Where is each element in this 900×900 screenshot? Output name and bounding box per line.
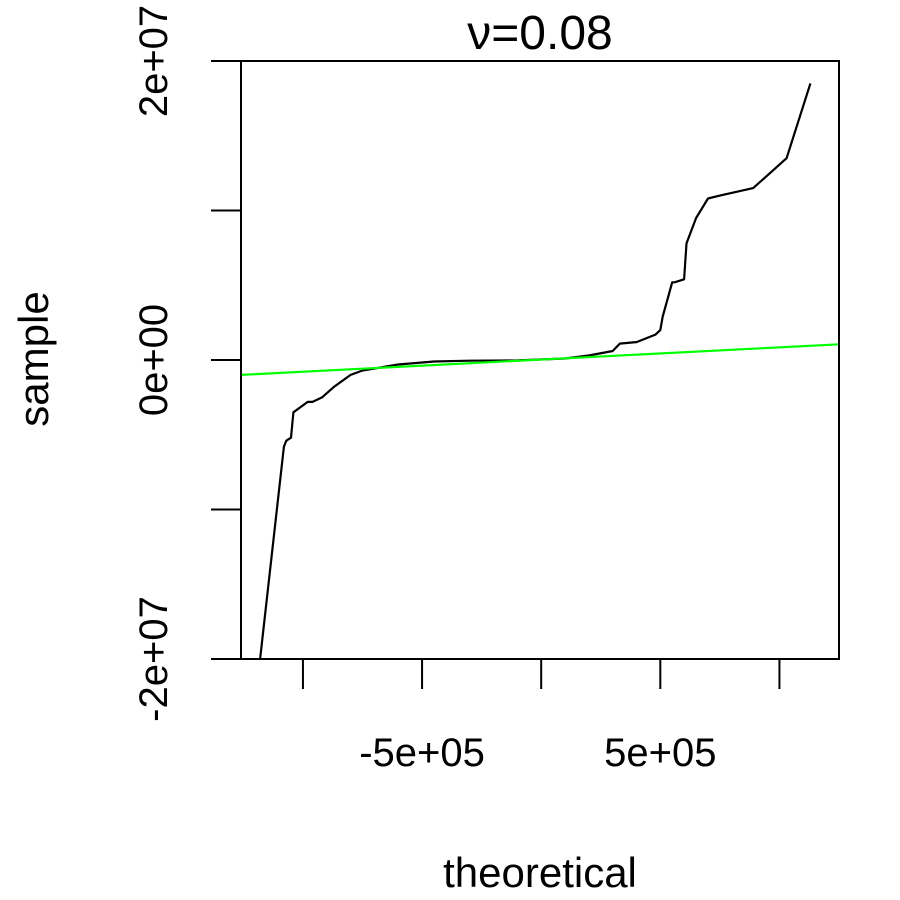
x-tick-label: 5e+05 [604, 731, 716, 775]
y-axis: -2e+07 0e+00 2e+07 [132, 5, 241, 722]
x-tick-label: -5e+05 [359, 731, 485, 775]
sample-quantile-line [259, 83, 812, 659]
reference-line [241, 343, 839, 376]
y-tick-label: -2e+07 [132, 596, 176, 722]
x-axis: -5e+05 5e+05 [301, 659, 781, 775]
y-tick-label: 2e+07 [132, 5, 176, 117]
plot-area [241, 83, 839, 659]
y-axis-label: sample [10, 291, 57, 426]
x-axis-label: theoretical [443, 849, 637, 896]
y-tick-label: 0e+00 [132, 304, 176, 416]
chart-title: ν=0.08 [467, 7, 612, 60]
